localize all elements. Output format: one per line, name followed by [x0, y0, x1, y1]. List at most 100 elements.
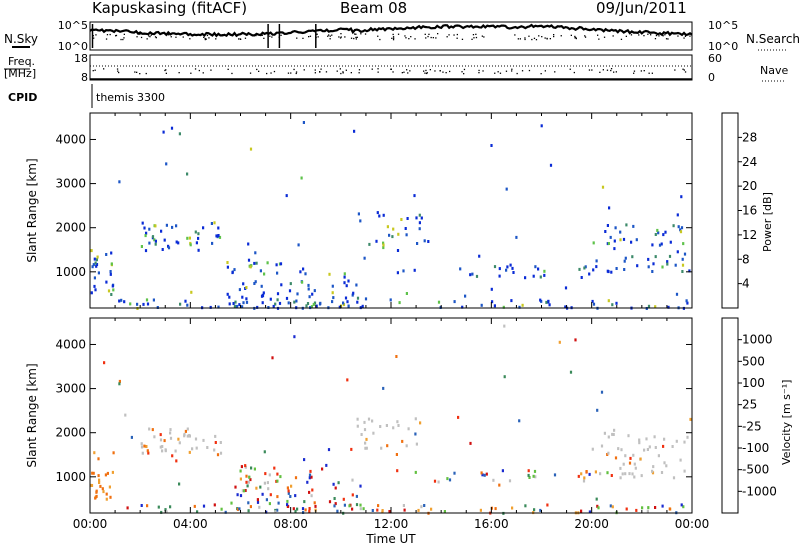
power-cell — [631, 255, 634, 259]
power-cell — [233, 268, 236, 272]
velocity-cell — [247, 480, 250, 484]
velocity-cell — [206, 446, 209, 449]
power-cell — [307, 287, 310, 291]
velocity-cell — [159, 445, 162, 449]
velocity-cell — [268, 502, 271, 506]
velocity-cell — [261, 492, 264, 496]
nave-point — [521, 70, 524, 72]
velocity-cell — [423, 504, 426, 507]
nave-point — [516, 72, 518, 75]
power-cell — [249, 147, 253, 151]
power-cell — [331, 300, 334, 304]
power-cell — [276, 298, 279, 302]
power-cell — [161, 248, 164, 251]
velocity-cell — [165, 510, 168, 514]
velocity-cell — [365, 446, 368, 450]
power-cell — [654, 305, 657, 309]
power-cell — [170, 126, 174, 130]
velocity-cell — [94, 496, 97, 500]
noise-search-point — [662, 35, 664, 37]
velocity-cell — [161, 449, 164, 453]
velocity-cell — [611, 432, 614, 436]
velocity-cell — [479, 508, 482, 512]
power-cell — [622, 237, 626, 241]
noise-search-point — [105, 38, 108, 40]
velocity-cell — [126, 506, 129, 510]
velocity-cell — [617, 447, 620, 451]
noise-search-point — [360, 33, 362, 35]
noise-search-point — [667, 38, 669, 40]
velocity-cell — [533, 469, 537, 473]
velocity-cell — [164, 449, 167, 453]
velocity-cell — [640, 474, 643, 478]
nave-point — [165, 69, 167, 71]
power-cell — [688, 269, 691, 273]
noise-search-point — [453, 34, 455, 36]
velocity-cell — [327, 448, 331, 452]
noise-search-point — [560, 35, 562, 37]
velocity-cell — [258, 505, 261, 509]
noise-search-point — [148, 35, 150, 37]
power-cell — [502, 305, 505, 309]
nave-point — [202, 72, 204, 74]
velocity-panel: 1000 2000 3000 4000 00:00 04:00 08:00 12:00 16:0… — [25, 317, 777, 546]
velocity-cell — [92, 471, 95, 475]
power-cell — [592, 302, 596, 306]
power-cell — [676, 250, 679, 254]
nave-point — [287, 72, 290, 74]
velocity-colorbar-title: Velocity [m s⁻¹] — [780, 379, 793, 465]
power-cell — [376, 211, 379, 215]
power-cell — [459, 267, 462, 271]
nave-point — [463, 68, 466, 71]
power-cell — [259, 269, 262, 273]
power-cell — [543, 269, 546, 273]
velocity-cell — [253, 467, 256, 471]
power-cell — [518, 305, 521, 309]
velocity-cell — [308, 476, 311, 480]
power-cell — [266, 261, 269, 265]
nave-point — [684, 71, 687, 73]
xtick-label: 00:00 — [73, 517, 108, 531]
power-cell — [312, 302, 315, 306]
power-cell — [418, 221, 421, 225]
velocity-cell — [627, 434, 630, 438]
power-cell — [228, 302, 231, 306]
velocity-cell — [265, 510, 268, 514]
velocity-cell — [286, 503, 289, 507]
status-panels: N.Sky 10^5 10^0 N.Search 10^5 10^0 Freq.[MHz] 1… — [4, 19, 800, 108]
power-cell — [226, 292, 229, 296]
noise-search-point — [446, 36, 448, 38]
velocity-cell — [244, 464, 247, 468]
nave-point — [293, 68, 295, 71]
power-cell — [601, 185, 605, 189]
velocity-cell — [325, 463, 328, 467]
velocity-cell — [395, 355, 398, 358]
nave-point — [103, 68, 105, 70]
velocity-cell — [177, 437, 180, 441]
power-cell — [654, 233, 657, 236]
power-cell — [681, 263, 685, 267]
power-cell — [253, 261, 256, 265]
velocity-colorbar-label: -100 — [742, 441, 769, 455]
velocity-cell — [430, 507, 433, 511]
power-cell — [300, 176, 303, 180]
velocity-cell — [334, 486, 337, 490]
velocity-cell — [668, 507, 671, 511]
velocity-cell — [273, 466, 276, 470]
nave-point — [303, 69, 305, 71]
nave-point — [640, 70, 642, 72]
nave-point — [478, 72, 480, 74]
power-cell — [613, 239, 616, 243]
power-cell — [498, 267, 501, 271]
velocity-cell — [169, 431, 172, 435]
noise-search-point — [302, 37, 304, 39]
noise-search-point — [136, 36, 138, 38]
noise-search-tick-bottom: 10^0 — [708, 40, 738, 53]
velocity-cell — [195, 446, 198, 450]
power-cell — [274, 302, 277, 306]
power-cell — [357, 212, 360, 216]
velocity-cell — [420, 505, 423, 509]
nave-point — [554, 71, 556, 73]
velocity-cell — [306, 480, 309, 484]
power-cell — [604, 230, 607, 233]
